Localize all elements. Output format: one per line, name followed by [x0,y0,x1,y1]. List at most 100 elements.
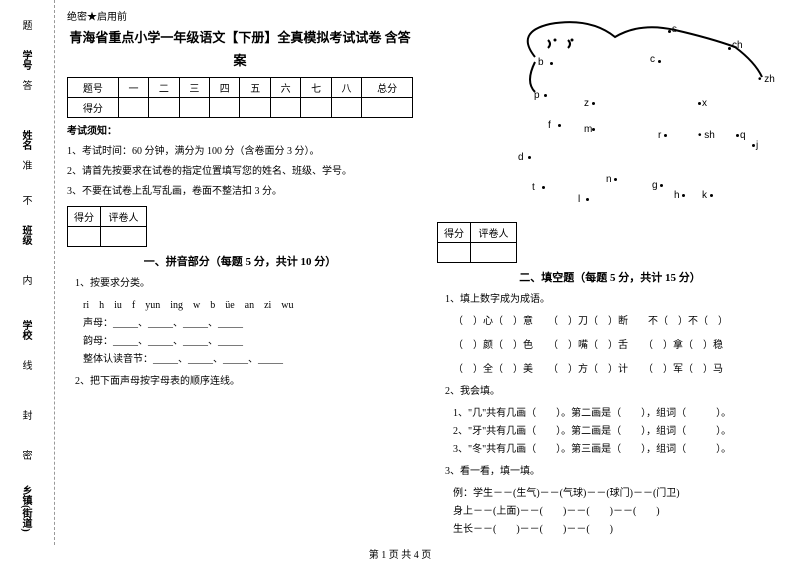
pinyin-dot-label: l [578,194,580,205]
connect-dot [664,134,667,137]
instructions-header: 考试须知： [67,124,413,140]
pinyin-dot-label: g [652,180,658,191]
margin-label-id: 学号 [18,50,33,70]
grader-cell: 得分 [438,223,471,243]
connect-dot [752,144,755,147]
question: 1、填上数字成为成语。 [445,291,783,309]
connect-dot [682,194,685,197]
score-value-cell [179,98,209,118]
question: 2、我会填。 [445,383,783,401]
pinyin-letters: ri h iu f yun ing w b üe an zi wu [83,297,413,315]
connect-dot [736,134,739,137]
score-value-cell [118,98,148,118]
grader-cell: 评卷人 [100,207,146,227]
pinyin-dot-label: • zh [758,74,775,85]
connect-dot [586,198,589,201]
score-value-cell [362,98,413,118]
pinyin-dot-label: f [548,120,551,131]
grader-cell: 评卷人 [470,223,516,243]
connect-dot [528,156,531,159]
connect-dot [542,186,545,189]
stroke-line: 2、"牙"共有几画（ ）。第二画是（ ），组词（ ）。 [453,423,783,441]
margin-mark: 封 [18,410,33,420]
score-header-cell: 一 [118,78,148,98]
connect-dot [728,47,731,50]
score-header-cell: 五 [240,78,270,98]
score-value-cell [240,98,270,118]
fill-line: 韵母：_____、_____、_____、_____ [83,333,413,351]
score-header-cell: 二 [149,78,179,98]
stroke-line: 3、"冬"共有几画（ ）。第三画是（ ），组词（ ）。 [453,441,783,459]
pinyin-dot-label: m [584,124,592,135]
pinyin-dot-label: d [518,152,524,163]
pinyin-dot-label: ch [732,40,743,51]
connect-dots-illustration: sbchc• zhpzxfmr• shqjdngthkl [440,12,780,212]
score-value-cell [210,98,240,118]
connect-dot [592,102,595,105]
idiom-line: （ ）全（ ）美 （ ）方（ ）计 （ ）军（ ）马 [453,361,783,379]
score-header-cell: 六 [270,78,300,98]
pinyin-dot-label: q [740,130,746,141]
grader-cell: 得分 [68,207,101,227]
score-header-cell: 八 [331,78,361,98]
pinyin-dot-label: b [538,57,544,68]
chain-line: 身上－－(上面)－－( )－－( )－－( ) [453,503,783,521]
score-header-cell: 七 [301,78,331,98]
pinyin-dot-label: p [534,90,540,101]
margin-label-class: 班级 [18,225,33,245]
connect-dot [558,124,561,127]
pinyin-dot-label: • sh [698,130,715,141]
connect-dot [592,128,595,131]
score-value-cell [301,98,331,118]
section1-title: 一、拼音部分（每题 5 分，共计 10 分） [67,253,413,269]
score-value-cell [149,98,179,118]
score-table: 题号一二三四五六七八总分得分 [67,77,413,118]
pinyin-dot-label: n [606,174,612,185]
margin-label-school: 学校 [18,320,33,340]
score-value-cell: 得分 [68,98,119,118]
grader-box: 得分评卷人 [437,222,517,263]
margin-mark: 内 [18,275,33,285]
right-column: sbchc• zhpzxfmr• shqjdngthkl 得分评卷人 二、填空题… [425,0,795,545]
connect-dot [544,94,547,97]
margin-mark: 密 [18,450,33,460]
idiom-line: （ ）颜（ ）色 （ ）嘴（ ）舌 （ ）拿（ ）稳 [453,337,783,355]
margin-mark: 准 [18,160,33,170]
pinyin-dot-label: r [658,130,661,141]
score-header-cell: 总分 [362,78,413,98]
instruction-item: 2、请首先按要求在试卷的指定位置填写您的姓名、班级、学号。 [67,164,413,180]
connect-dot [668,30,671,33]
section2-title: 二、填空题（每题 5 分，共计 15 分） [437,269,783,285]
pinyin-dot-label: k [702,190,707,201]
score-header-cell: 三 [179,78,209,98]
score-header-cell: 四 [210,78,240,98]
margin-mark: 答 [18,80,33,90]
pinyin-dot-label: x [702,98,707,109]
pinyin-dot-label: s [672,24,677,35]
instruction-item: 1、考试时间：60 分钟，满分为 100 分（含卷面分 3 分）。 [67,144,413,160]
pinyin-dot-label: t [532,182,535,193]
chain-line: 例：学生－－(生气)－－(气球)－－(球门)－－(门卫) [453,485,783,503]
secret-header: 绝密★启用前 [67,8,413,23]
margin-mark: 线 [18,360,33,370]
exam-title: 青海省重点小学一年级语文【下册】全真模拟考试试卷 含答 [67,27,413,46]
score-header-cell: 题号 [68,78,119,98]
stroke-line: 1、"几"共有几画（ ）。第二画是（ ），组词（ ）。 [453,405,783,423]
pinyin-dot-label: j [756,140,758,151]
connect-dot [614,178,617,181]
margin-label-town: 乡镇(街道) [18,485,33,532]
connect-dot [660,184,663,187]
chain-line: 生长－－( )－－( )－－( ) [453,521,783,539]
pinyin-dot-label: h [674,190,680,201]
pinyin-dot-label: z [584,98,589,109]
grader-box: 得分评卷人 [67,206,147,247]
fill-line: 整体认读音节：_____、_____、_____、_____ [83,351,413,369]
left-column: 绝密★启用前 青海省重点小学一年级语文【下册】全真模拟考试试卷 含答 案 题号一… [55,0,425,545]
connect-dot [698,102,701,105]
exam-subtitle: 案 [67,50,413,69]
score-value-cell [331,98,361,118]
question: 1、按要求分类。 [75,275,413,293]
question: 2、把下面声母按字母表的顺序连线。 [75,373,413,391]
question: 3、看一看，填一填。 [445,463,783,481]
margin-mark: 题 [18,20,33,30]
